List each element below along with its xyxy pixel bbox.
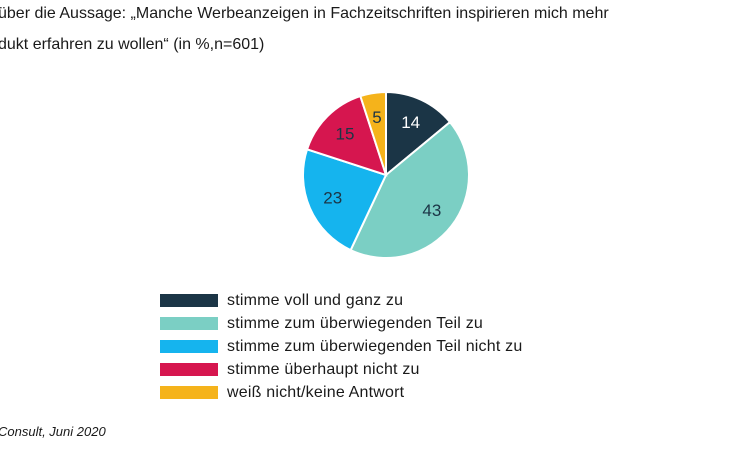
pie-data-label-stimme-voll-und-ganz-zu: 14 — [401, 113, 420, 132]
legend-swatch — [160, 363, 218, 376]
legend-label: stimme zum überwiegenden Teil zu — [227, 314, 484, 332]
source-note: Consult, Juni 2020 — [0, 424, 106, 439]
legend-item-stimme-zum-berwiegenden-teil-zu: stimme zum überwiegenden Teil zu — [160, 312, 522, 335]
legend-label: stimme zum überwiegenden Teil nicht zu — [227, 337, 523, 355]
chart-title-line-1: über die Aussage: „Manche Werbeanzeigen … — [0, 5, 609, 22]
legend-label: stimme voll und ganz zu — [227, 291, 404, 309]
chart-legend: stimme voll und ganz zu stimme zum überwi… — [160, 289, 522, 404]
pie-slice-stimme-zum-berwiegenden-teil-nicht-zu — [302, 148, 388, 252]
legend-swatch — [160, 294, 218, 307]
legend-label: stimme überhaupt nicht zu — [227, 360, 420, 378]
pie-data-label-wei-nicht-keine-antwort: 5 — [372, 108, 381, 127]
pie-slice-stimme-zum-berwiegenden-teil-zu — [349, 120, 470, 259]
legend-item-wei-nicht-keine-antwort: weiß nicht/keine Antwort — [160, 381, 522, 404]
pie-data-label-stimme-berhaupt-nicht-zu: 15 — [336, 124, 355, 143]
pie-data-label-stimme-zum-berwiegenden-teil-zu: 43 — [422, 201, 441, 220]
chart-title-line-2: dukt erfahren zu wollen“ (in %,n=601) — [0, 36, 265, 53]
pie-slice-stimme-voll-und-ganz-zu — [385, 90, 452, 178]
legend-item-stimme-zum-berwiegenden-teil-nicht-zu: stimme zum überwiegenden Teil nicht zu — [160, 335, 522, 358]
legend-item-stimme-voll-und-ganz-zu: stimme voll und ganz zu — [160, 289, 522, 312]
legend-swatch — [160, 317, 218, 330]
legend-swatch — [160, 386, 218, 399]
legend-label: weiß nicht/keine Antwort — [227, 383, 405, 401]
pie-slice-wei-nicht-keine-antwort — [359, 90, 387, 176]
pie-data-label-stimme-zum-berwiegenden-teil-nicht-zu: 23 — [323, 189, 342, 208]
legend-swatch — [160, 340, 218, 353]
legend-item-stimme-berhaupt-nicht-zu: stimme überhaupt nicht zu — [160, 358, 522, 381]
